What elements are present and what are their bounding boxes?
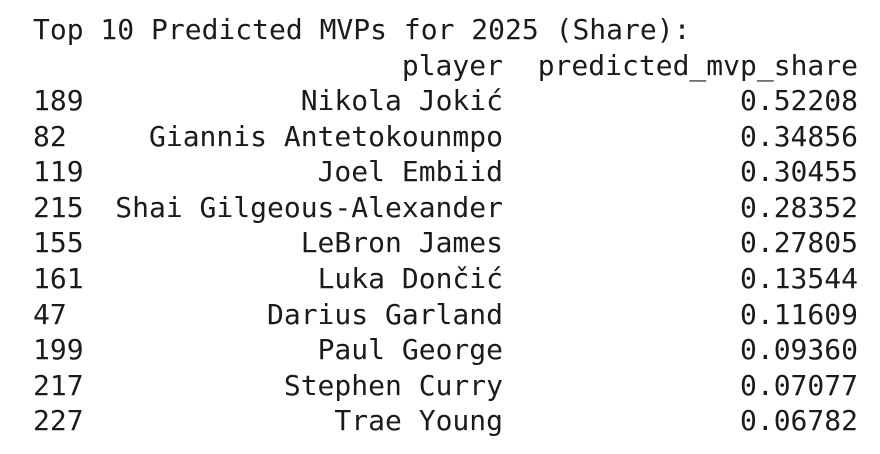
- player-name: Joel Embiid: [317, 155, 503, 189]
- row-index: 199: [33, 333, 84, 367]
- mvp-share: 0.06782: [739, 404, 858, 438]
- row-index: 155: [33, 226, 84, 260]
- player-name: Paul George: [317, 333, 503, 367]
- mvp-share: 0.13544: [739, 262, 858, 295]
- row-index: 227: [33, 404, 84, 438]
- player-name: Giannis Antetokounmpo: [148, 119, 503, 153]
- row-index: 119: [33, 155, 84, 189]
- player-name: Luka Dončić: [317, 262, 503, 295]
- player-name: LeBron James: [300, 226, 503, 260]
- mvp-share: 0.11609: [739, 297, 858, 331]
- row-index: 161: [33, 262, 84, 295]
- mvp-share: 0.34856: [739, 119, 858, 153]
- player-name: Nikola Jokić: [300, 84, 503, 117]
- mvp-share: 0.09360: [739, 333, 858, 367]
- row-index: 215: [33, 190, 84, 224]
- row-index: 82: [33, 119, 67, 153]
- mvp-share: 0.07077: [739, 368, 858, 402]
- mvp-share: 0.28352: [739, 190, 858, 224]
- player-name: Darius Garland: [266, 297, 503, 331]
- row-index: 47: [33, 297, 67, 331]
- mvp-share: 0.30455: [739, 155, 858, 189]
- row-index: 189: [33, 84, 84, 117]
- mvp-share: 0.27805: [739, 226, 858, 260]
- player-name: Stephen Curry: [283, 368, 503, 402]
- player-name: Trae Young: [334, 404, 503, 438]
- column-header: player: [401, 49, 503, 82]
- mvp-share: 0.52208: [739, 84, 858, 117]
- row-index: 217: [33, 368, 84, 402]
- output-title: Top 10 Predicted MVPs for 2025 (Share):: [33, 13, 691, 46]
- player-name: Shai Gilgeous-Alexander: [115, 190, 503, 224]
- column-header: predicted_mvp_share: [537, 49, 858, 82]
